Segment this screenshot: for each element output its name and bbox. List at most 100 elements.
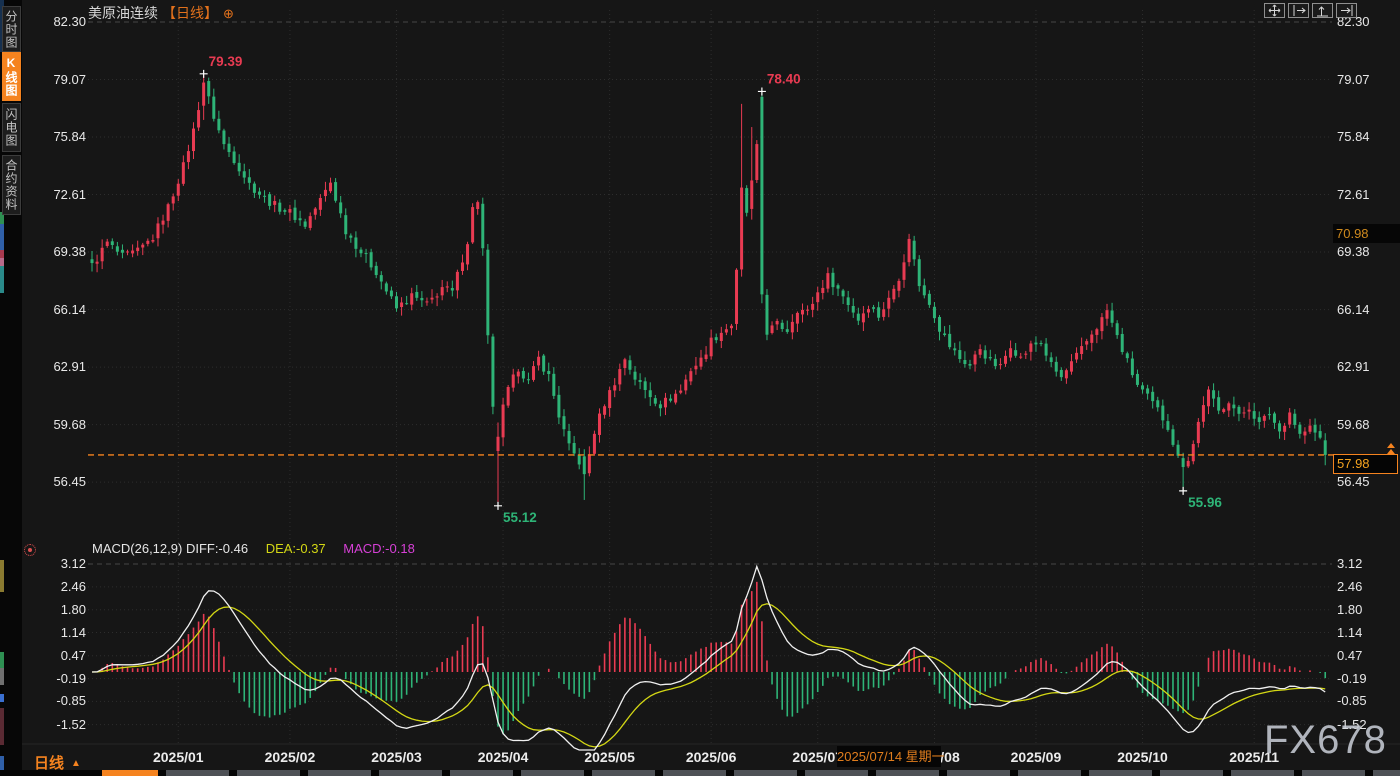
svg-text:78.40: 78.40 (767, 71, 801, 86)
x-axis-scale-icon[interactable] (1312, 3, 1333, 18)
price-axis-label: -0.85 (56, 693, 86, 709)
price-axis-label: 72.61 (53, 186, 86, 202)
macd-header: MACD(26,12,9) DIFF:-0.46 DEA:-0.37 MACD:… (92, 541, 415, 556)
candles-layer (90, 73, 1327, 506)
price-axis-label: 0.47 (60, 647, 86, 663)
price-axis-label: 79.07 (53, 71, 86, 87)
tab-period-daily[interactable]: 日线 ▲ (34, 752, 81, 773)
sidebar: 分时图 K线图闪电图合约资料 (0, 0, 22, 776)
price-axis-label: 79.07 (1337, 71, 1370, 87)
macd-histogram-layer (101, 581, 1327, 735)
sidebar-tab-item[interactable]: 分时图 (2, 6, 21, 52)
price-axis-label: -0.19 (56, 670, 86, 686)
price-axis-label: -0.85 (1337, 693, 1367, 709)
dea-line (92, 603, 1326, 748)
time-axis-label: 2025/11 (1229, 749, 1280, 765)
symbol-name: 美原油连续 (88, 5, 158, 21)
time-axis-label: 2025/05 (584, 749, 635, 765)
sidebar-tab-item[interactable]: 合约资料 (2, 155, 21, 215)
period-tag: 【日线】 (162, 5, 218, 21)
chart-toolbar (1264, 3, 1357, 18)
price-axis-label: 66.14 (1337, 301, 1370, 317)
macd-diff-value: DIFF:-0.46 (185, 541, 249, 556)
scrollbar-segment[interactable] (1302, 770, 1365, 776)
indicator-settings-icon[interactable] (24, 544, 36, 556)
price-axis-label: 75.84 (53, 129, 86, 144)
price-axis-label: 56.45 (1337, 474, 1370, 490)
scrollbar-segment[interactable] (876, 770, 939, 776)
scrollbar-segment[interactable] (1373, 770, 1400, 776)
hidden-panel-sliver (0, 708, 4, 745)
scrollbar-segment[interactable] (237, 770, 300, 776)
price-axis-label: 1.14 (60, 624, 86, 640)
price-axis-label: 62.91 (53, 359, 86, 375)
price-axis-label: 69.38 (1337, 244, 1370, 259)
go-to-latest-icon[interactable] (1336, 3, 1357, 18)
sidebar-tab-active[interactable]: K线图 (2, 52, 21, 101)
chart-title: 美原油连续 【日线】 ⊕ (88, 3, 234, 23)
scrollbar-segment[interactable] (947, 770, 1010, 776)
price-axis-label: 2.46 (1337, 578, 1363, 594)
price-axis-label: 66.14 (53, 301, 86, 317)
time-axis-label: 2025/04 (477, 749, 529, 765)
scrollbar-segment[interactable] (521, 770, 584, 776)
price-alert-arrows-icon (1387, 443, 1395, 455)
time-axis-label: 2025/10 (1117, 749, 1168, 765)
hidden-panel-sliver (0, 668, 4, 685)
pan-icon[interactable] (1264, 3, 1285, 18)
scrollbar-segment[interactable] (379, 770, 442, 776)
price-axis-label: -1.52 (56, 716, 86, 732)
chart-settings-icon[interactable]: ⊕ (223, 6, 234, 21)
svg-text:79.39: 79.39 (209, 54, 243, 69)
sidebar-tab-item[interactable]: 闪电图 (2, 103, 21, 152)
svg-text:55.96: 55.96 (1188, 495, 1222, 510)
price-axis-label: 69.38 (53, 244, 86, 259)
price-axis-label: 3.12 (1337, 556, 1363, 572)
time-axis-label: 2025/09 (1010, 749, 1062, 765)
horizontal-scrollbar[interactable] (0, 770, 1400, 776)
period-label: 日线 (34, 755, 65, 772)
scrollbar-thumb[interactable] (102, 770, 158, 776)
price-axis-label: 1.80 (1337, 601, 1363, 617)
hidden-panel-sliver (0, 212, 4, 224)
price-axis-label: 1.14 (1337, 624, 1363, 640)
current-price-label: 57.98 (1333, 454, 1398, 474)
scrollbar-segment[interactable] (592, 770, 655, 776)
price-axis-label: 1.80 (60, 601, 86, 617)
price-axis-label: 59.68 (1337, 416, 1370, 432)
scrollbar-segment[interactable] (308, 770, 371, 776)
price-axis-label: 82.30 (53, 14, 86, 30)
price-axis-label: -1.52 (1337, 716, 1367, 732)
price-axis-label: -0.19 (1337, 670, 1367, 686)
price-axis-label: 2.46 (60, 578, 86, 594)
hidden-panel-sliver (0, 250, 4, 258)
scrollbar-segment[interactable] (805, 770, 868, 776)
macd-name: MACD(26,12,9) (92, 541, 183, 556)
reference-price-label: 70.98 (1333, 224, 1400, 243)
svg-text:55.12: 55.12 (503, 510, 537, 525)
hidden-panel-sliver (0, 224, 4, 250)
hidden-panel-sliver (0, 694, 4, 702)
watermark: FX678 (1264, 718, 1387, 762)
time-axis-label: 2025/06 (685, 749, 737, 765)
scrollbar-segment[interactable] (1018, 770, 1081, 776)
price-axis-label: 72.61 (1337, 186, 1370, 202)
time-axis-label: 2025/07 (792, 749, 844, 765)
scrollbar-segment[interactable] (734, 770, 797, 776)
time-axis-label: 2025/02 (264, 749, 316, 765)
hidden-panel-sliver (0, 652, 4, 668)
scrollbar-segment[interactable] (166, 770, 229, 776)
scrollbar-segment[interactable] (1231, 770, 1294, 776)
scrollbar-segment[interactable] (450, 770, 513, 776)
diff-line (91, 564, 1326, 751)
scrollbar-segment[interactable] (1160, 770, 1223, 776)
scrollbar-segment[interactable] (1089, 770, 1152, 776)
y-axis-scale-icon[interactable] (1288, 3, 1309, 18)
scrollbar-segment[interactable] (663, 770, 726, 776)
crosshair-date-tooltip: 2025/07/14 星期一 (837, 746, 945, 767)
price-axis-label: 3.12 (60, 556, 86, 572)
time-axis-label: 2025/01 (152, 749, 204, 765)
price-axis-label: 0.47 (1337, 647, 1363, 663)
